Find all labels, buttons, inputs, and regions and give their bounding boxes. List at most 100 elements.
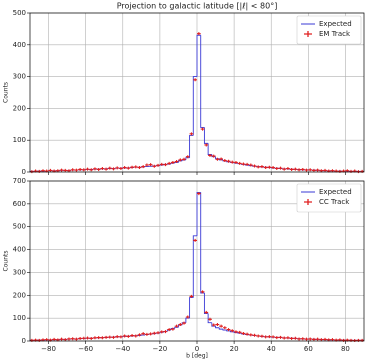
- data-point: [230, 160, 235, 164]
- data-point: [256, 165, 261, 169]
- data-point: [237, 330, 242, 334]
- data-point: [115, 166, 120, 170]
- data-point: [96, 167, 101, 171]
- data-point: [300, 167, 305, 171]
- data-point: [274, 336, 279, 340]
- data-point: [89, 168, 94, 172]
- data-point: [145, 332, 149, 336]
- data-point: [323, 337, 327, 341]
- data-point: [278, 166, 283, 170]
- histogram-step: [196, 191, 201, 236]
- data-point: [260, 334, 264, 338]
- data-point: [152, 164, 157, 168]
- y-tick-label: 200: [13, 291, 26, 299]
- histogram-step: [203, 293, 209, 315]
- data-point: [211, 154, 216, 158]
- data-point: [59, 337, 64, 341]
- data-point: [349, 169, 353, 173]
- data-point: [289, 336, 294, 340]
- data-point: [226, 328, 231, 332]
- x-tick-label: −80: [41, 345, 56, 353]
- legend-label: Expected: [319, 20, 352, 28]
- data-point: [78, 336, 82, 340]
- data-point: [204, 143, 209, 147]
- histogram-step: [192, 76, 197, 136]
- data-point: [278, 335, 283, 339]
- data-point: [260, 165, 264, 169]
- data-point: [111, 335, 116, 339]
- histogram-step: [233, 331, 238, 333]
- data-point: [111, 167, 116, 171]
- data-point: [274, 167, 279, 171]
- data-point: [219, 324, 223, 328]
- data-point: [104, 167, 108, 171]
- data-point: [263, 166, 268, 170]
- data-point: [282, 167, 287, 171]
- data-point: [222, 326, 227, 330]
- x-tick-label: 60: [304, 345, 313, 353]
- histogram-step: [237, 332, 242, 334]
- plot-frame: [29, 12, 365, 173]
- data-point: [267, 335, 272, 339]
- y-tick-label: 100: [13, 136, 26, 144]
- data-point: [107, 335, 112, 339]
- data-point: [156, 331, 160, 335]
- legend-label: EM Track: [319, 30, 351, 38]
- data-point: [122, 334, 127, 338]
- y-tick-label: 400: [13, 41, 26, 49]
- data-point: [100, 336, 105, 340]
- data-point: [241, 162, 246, 166]
- y-tick-label: 200: [13, 104, 26, 112]
- data-point: [67, 337, 71, 341]
- data-point: [137, 166, 142, 170]
- x-tick-label: 0: [195, 345, 199, 353]
- histogram-step: [211, 322, 216, 327]
- data-point: [174, 160, 179, 164]
- data-point: [130, 165, 134, 169]
- histogram-step: [215, 156, 220, 160]
- histogram-step: [185, 317, 190, 323]
- data-point: [93, 336, 97, 340]
- data-point: [330, 338, 335, 342]
- histogram-step: [181, 159, 186, 161]
- data-point: [308, 337, 313, 341]
- y-tick-label: 500: [13, 9, 26, 17]
- data-point: [178, 323, 183, 327]
- data-point: [312, 168, 316, 172]
- x-tick-label: 80: [341, 345, 350, 353]
- data-point: [356, 338, 361, 342]
- histogram-step: [226, 330, 231, 332]
- histogram-step: [200, 35, 205, 128]
- data-point: [256, 334, 261, 338]
- y-tick-label: 300: [13, 73, 26, 81]
- y-tick-label: 300: [13, 268, 26, 276]
- y-tick-label: 0: [22, 168, 26, 176]
- data-point: [185, 315, 190, 319]
- data-point: [70, 168, 75, 172]
- data-point: [44, 338, 49, 342]
- data-point: [215, 323, 220, 327]
- y-tick-label: 0: [22, 337, 26, 345]
- data-point: [167, 328, 172, 332]
- data-point: [148, 163, 153, 167]
- data-point: [271, 166, 275, 170]
- data-point: [319, 338, 324, 342]
- legend-label: Expected: [319, 188, 352, 196]
- data-point: [115, 335, 120, 339]
- y-tick-label: 600: [13, 200, 26, 208]
- legend-box: [296, 183, 362, 213]
- data-point: [204, 310, 209, 314]
- data-point: [197, 192, 201, 196]
- legend-label: CC Track: [319, 198, 350, 206]
- data-point: [85, 336, 90, 340]
- data-point: [352, 339, 357, 343]
- data-point: [300, 337, 305, 341]
- data-point: [171, 327, 175, 331]
- data-point: [126, 334, 131, 338]
- data-point: [308, 168, 313, 172]
- x-tick-label: 20: [230, 345, 239, 353]
- histogram-step: [200, 192, 205, 294]
- data-point: [81, 336, 86, 340]
- histogram-step: [159, 164, 164, 166]
- data-point: [174, 324, 179, 328]
